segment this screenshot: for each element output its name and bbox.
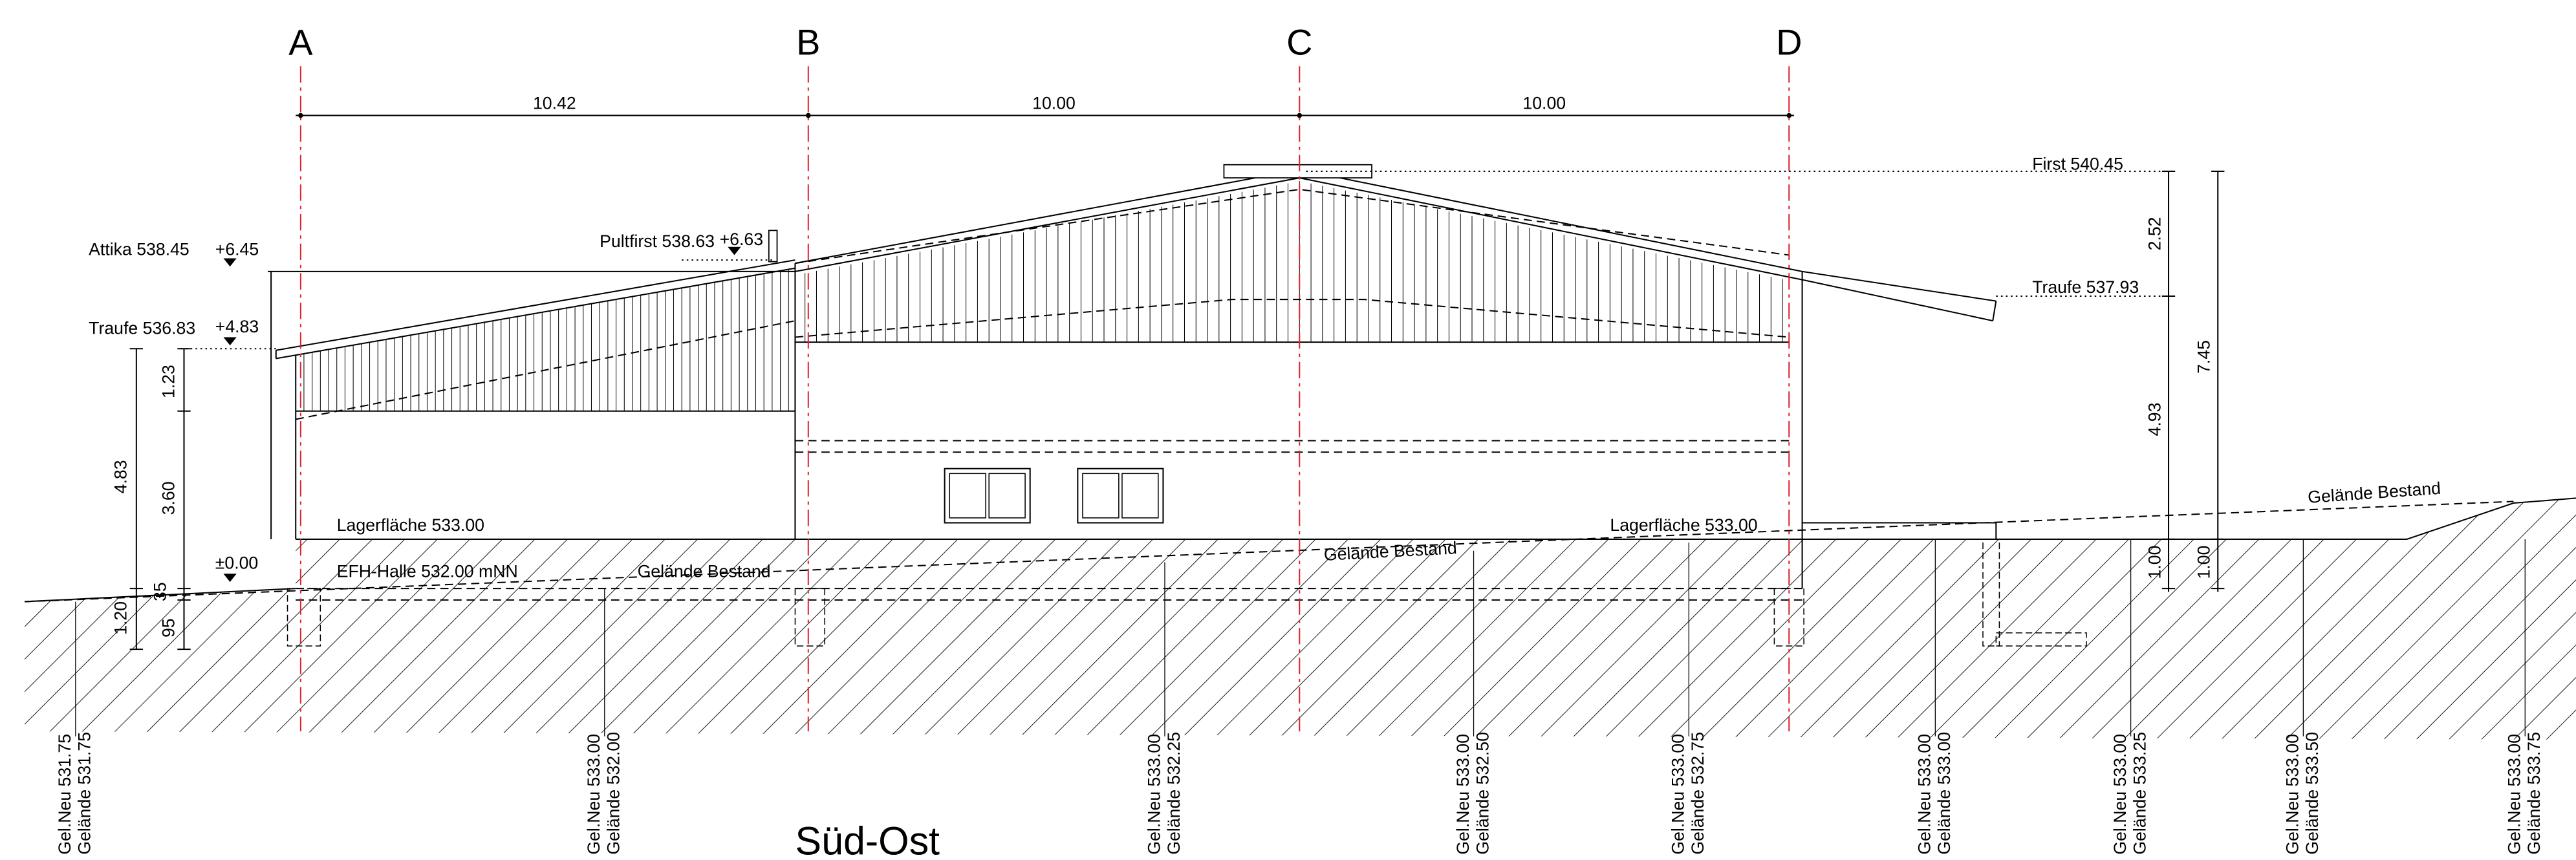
dimension-label: 10.00 [1522,93,1566,113]
axis-label: D [1776,22,1802,63]
annotation: Lagerfläche 533.00 [1610,515,1757,535]
dimension-label: 4.93 [2145,403,2164,436]
dimension-label: 4.83 [111,460,131,493]
window [949,473,986,519]
foundation [1773,588,1804,647]
foundation [1982,539,2000,647]
roof [795,169,1802,272]
canopy [1802,270,1997,302]
level-marker [223,258,237,267]
level-label: Pultfirst 538.63 [600,231,715,251]
dimension-tick [1297,113,1303,118]
roof [795,177,1802,281]
dimension-label: 1.23 [158,365,178,398]
terrain-label: Gelände 533.75 [2524,732,2544,855]
foundation [1995,632,2087,647]
annotation: Lagerfläche 533.00 [337,515,484,535]
annotation: EFH-Halle 532.00 mNN [337,561,518,581]
dimension-label: 10.42 [533,93,576,113]
terrain-label: Gelände 531.75 [75,732,94,855]
dimension-tick [805,113,811,118]
existing-terrain [25,500,2514,603]
level-label: ±0.00 [215,554,259,573]
window [1121,473,1159,519]
window [988,473,1026,519]
hidden-line [795,188,1790,264]
level-marker [223,574,237,582]
dimension-label: 3.60 [158,481,178,515]
foundation [287,588,321,647]
dimension-label: 1.00 [2194,546,2214,579]
axis-label: C [1286,22,1312,63]
terrain-label: Gel.Neu 533.00 [584,734,603,855]
terrain-label: Gelände 532.00 [604,732,623,855]
level-marker [728,246,741,255]
terrain-label: Gelände 533.50 [2302,732,2322,855]
canopy [1802,279,1993,322]
annex [1802,522,1997,539]
terrain-label: Gelände 533.25 [2130,732,2149,855]
terrain-label: Gel.Neu 533.00 [1144,734,1164,855]
level-label: +6.63 [720,230,763,249]
terrain-label: Gel.Neu 533.00 [2110,734,2130,855]
level-label: +6.45 [215,239,259,259]
dimension-label: 95 [158,618,178,638]
terrain-label: Gel.Neu 533.00 [1669,734,1688,855]
dimension-tick [298,113,303,118]
axis-label: A [288,22,313,63]
terrain-label: Gelände 532.25 [1164,732,1184,855]
hidden-line [296,320,796,420]
terrain-label: Gel.Neu 533.00 [2283,734,2302,855]
terrain-label: Gel.Neu 533.00 [1453,734,1473,855]
roof [276,267,796,360]
level-label: +4.83 [215,317,259,336]
dimension-label: 2.52 [2145,217,2164,251]
level-label: Traufe 537.93 [2032,277,2139,297]
window [1082,473,1120,519]
terrain-label: Gel.Neu 533.00 [2505,734,2524,855]
drawing-title: Süd-Ost [795,819,940,860]
canopy [1992,301,1997,321]
dimension-tick [1786,113,1792,118]
level-label: Attika 538.45 [89,239,189,259]
terrain-label: Gelände 533.00 [1934,732,1954,855]
window [944,468,1031,524]
annotation: Gelände Bestand [638,561,771,581]
roof [276,259,796,351]
hidden-line [795,299,1790,338]
level-label: First 540.45 [2032,154,2123,173]
dimension-label: 35 [151,582,170,601]
dimension-label: 1.00 [2145,546,2164,579]
dimension-label: 1.20 [111,601,131,635]
dimension-label: 10.00 [1032,93,1076,113]
ground-hatch [25,498,2576,740]
terrain-label: Gel.Neu 533.00 [1915,734,1934,855]
ridge-cap [1223,164,1372,178]
level-marker [223,337,237,346]
chimney [768,230,778,263]
window [1077,468,1164,524]
axis-label: B [796,22,820,63]
foundation [794,588,825,647]
level-label: Traufe 536.83 [89,318,195,338]
annotation: Gelände Bestand [2307,478,2441,507]
ground-line [296,497,2576,540]
terrain-label: Gelände 532.50 [1473,732,1492,855]
terrain-label: Gelände 532.75 [1688,732,1707,855]
dimension-label: 7.45 [2194,340,2214,374]
terrain-label: Gel.Neu 531.75 [55,734,74,855]
